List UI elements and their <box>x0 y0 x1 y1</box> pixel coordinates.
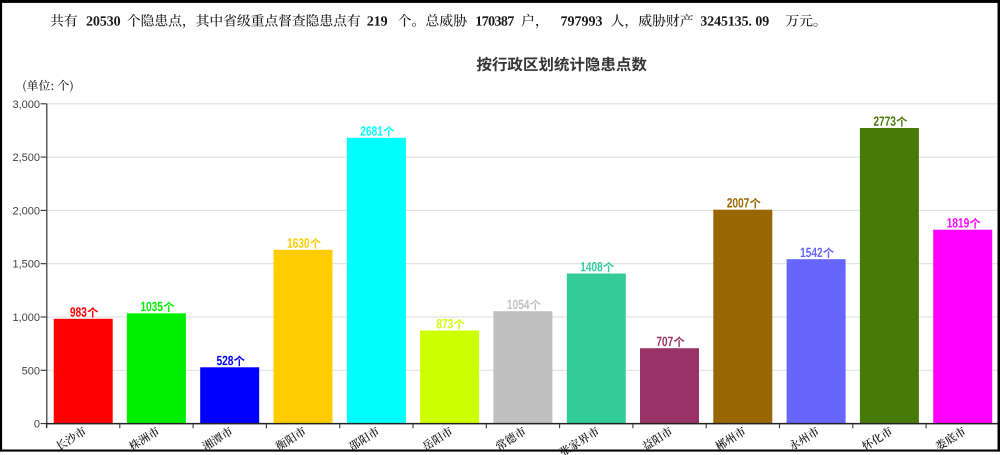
svg-text:0: 0 <box>34 419 40 431</box>
svg-text:2,500: 2,500 <box>12 152 40 164</box>
svg-text:1,500: 1,500 <box>12 259 40 271</box>
svg-text:3,000: 3,000 <box>12 99 40 111</box>
svg-text:2,000: 2,000 <box>12 205 40 217</box>
svg-text:500: 500 <box>22 365 40 377</box>
svg-text:1,000: 1,000 <box>12 312 40 324</box>
